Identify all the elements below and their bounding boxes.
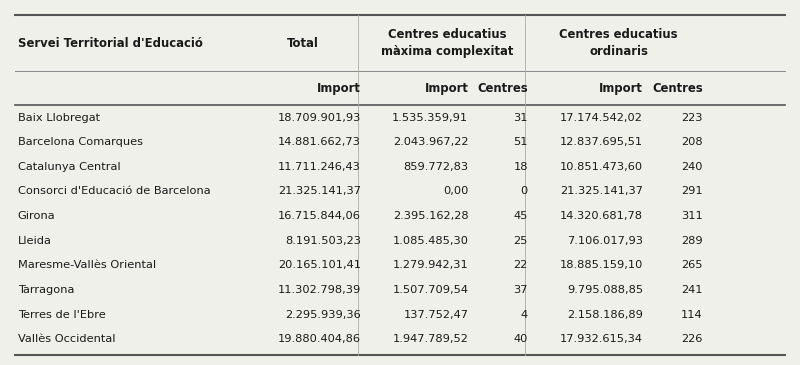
Text: 14.881.662,73: 14.881.662,73 xyxy=(278,137,361,147)
Text: 12.837.695,51: 12.837.695,51 xyxy=(560,137,643,147)
Text: 18.885.159,10: 18.885.159,10 xyxy=(560,260,643,270)
Text: 1.947.789,52: 1.947.789,52 xyxy=(393,334,468,344)
Text: 2.295.939,36: 2.295.939,36 xyxy=(286,310,361,319)
Text: 241: 241 xyxy=(681,285,702,295)
Text: Centres: Centres xyxy=(478,82,528,95)
Text: 2.395.162,28: 2.395.162,28 xyxy=(393,211,468,221)
Text: Tarragona: Tarragona xyxy=(18,285,74,295)
Text: Terres de l'Ebre: Terres de l'Ebre xyxy=(18,310,106,319)
Text: 11.711.246,43: 11.711.246,43 xyxy=(278,162,361,172)
Text: 0: 0 xyxy=(521,187,528,196)
Text: 1.535.359,91: 1.535.359,91 xyxy=(392,112,468,123)
Text: 4: 4 xyxy=(521,310,528,319)
Text: Servei Territorial d'Educació: Servei Territorial d'Educació xyxy=(18,37,202,50)
Text: 17.174.542,02: 17.174.542,02 xyxy=(560,112,643,123)
Text: Import: Import xyxy=(599,82,643,95)
Text: 8.191.503,23: 8.191.503,23 xyxy=(285,236,361,246)
Text: Baix Llobregat: Baix Llobregat xyxy=(18,112,100,123)
Text: 7.106.017,93: 7.106.017,93 xyxy=(567,236,643,246)
Text: 11.302.798,39: 11.302.798,39 xyxy=(278,285,361,295)
Text: Vallès Occidental: Vallès Occidental xyxy=(18,334,115,344)
Text: 18: 18 xyxy=(514,162,528,172)
Text: 17.932.615,34: 17.932.615,34 xyxy=(560,334,643,344)
Text: 137.752,47: 137.752,47 xyxy=(403,310,468,319)
Text: 18.709.901,93: 18.709.901,93 xyxy=(278,112,361,123)
Text: 9.795.088,85: 9.795.088,85 xyxy=(567,285,643,295)
Text: 21.325.141,37: 21.325.141,37 xyxy=(278,187,361,196)
Text: 1.085.485,30: 1.085.485,30 xyxy=(392,236,468,246)
Text: 208: 208 xyxy=(681,137,702,147)
Text: 37: 37 xyxy=(514,285,528,295)
Text: Consorci d'Educació de Barcelona: Consorci d'Educació de Barcelona xyxy=(18,187,210,196)
Text: Centres: Centres xyxy=(652,82,702,95)
Text: 226: 226 xyxy=(682,334,702,344)
Text: 240: 240 xyxy=(681,162,702,172)
Text: 311: 311 xyxy=(681,211,702,221)
Text: Maresme-Vallès Oriental: Maresme-Vallès Oriental xyxy=(18,260,156,270)
Text: 40: 40 xyxy=(514,334,528,344)
Text: 51: 51 xyxy=(514,137,528,147)
Text: 10.851.473,60: 10.851.473,60 xyxy=(560,162,643,172)
Text: 2.158.186,89: 2.158.186,89 xyxy=(567,310,643,319)
Text: 31: 31 xyxy=(514,112,528,123)
Text: 2.043.967,22: 2.043.967,22 xyxy=(393,137,468,147)
Text: 859.772,83: 859.772,83 xyxy=(403,162,468,172)
Text: 14.320.681,78: 14.320.681,78 xyxy=(560,211,643,221)
Text: 114: 114 xyxy=(681,310,702,319)
Text: 19.880.404,86: 19.880.404,86 xyxy=(278,334,361,344)
Text: Centres educatius
màxima complexitat: Centres educatius màxima complexitat xyxy=(382,28,514,58)
Text: Catalunya Central: Catalunya Central xyxy=(18,162,121,172)
Text: 16.715.844,06: 16.715.844,06 xyxy=(278,211,361,221)
Text: 265: 265 xyxy=(681,260,702,270)
Text: 20.165.101,41: 20.165.101,41 xyxy=(278,260,361,270)
Text: Import: Import xyxy=(425,82,468,95)
Text: Girona: Girona xyxy=(18,211,55,221)
Text: 22: 22 xyxy=(514,260,528,270)
Text: Barcelona Comarques: Barcelona Comarques xyxy=(18,137,143,147)
Text: 1.507.709,54: 1.507.709,54 xyxy=(392,285,468,295)
Text: 25: 25 xyxy=(514,236,528,246)
Text: 289: 289 xyxy=(681,236,702,246)
Text: 45: 45 xyxy=(514,211,528,221)
Text: 1.279.942,31: 1.279.942,31 xyxy=(393,260,468,270)
Text: 291: 291 xyxy=(681,187,702,196)
Text: Total: Total xyxy=(286,37,318,50)
Text: 223: 223 xyxy=(681,112,702,123)
Text: 0,00: 0,00 xyxy=(443,187,468,196)
Text: Centres educatius
ordinaris: Centres educatius ordinaris xyxy=(559,28,678,58)
Text: Import: Import xyxy=(317,82,361,95)
Text: Lleida: Lleida xyxy=(18,236,52,246)
Text: 21.325.141,37: 21.325.141,37 xyxy=(560,187,643,196)
